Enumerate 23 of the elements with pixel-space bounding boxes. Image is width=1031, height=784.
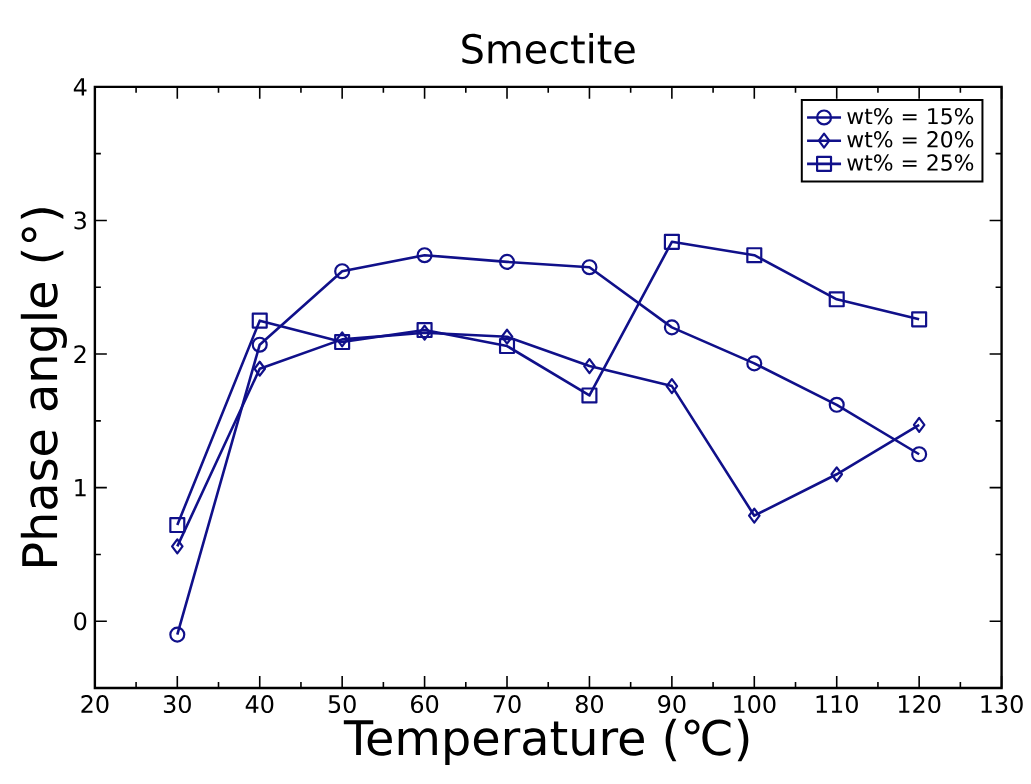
x-tick-label: 90: [658, 695, 686, 714]
x-tick-label: 130: [981, 695, 1023, 714]
x-axis-title: Temperature (℃): [343, 718, 749, 765]
y-tick-label: 4: [73, 78, 87, 96]
legend-label: wt% = 20%: [847, 131, 974, 148]
x-tick-label: 40: [245, 695, 274, 714]
y-tick-label: 0: [74, 612, 87, 631]
x-tick-label: 100: [734, 695, 776, 714]
x-tick-label: 110: [816, 695, 858, 714]
x-tick-label: 20: [81, 695, 109, 714]
x-tick-label: 120: [898, 695, 941, 714]
legend-label: wt% = 25%: [847, 154, 974, 171]
chart-title: Smectite: [462, 33, 635, 64]
x-tick-label: 30: [163, 695, 191, 714]
y-tick-label: 3: [74, 211, 86, 230]
x-tick-label: 80: [575, 695, 604, 714]
y-tick-label: 2: [74, 345, 86, 363]
x-tick-label: 50: [328, 695, 356, 714]
x-tick-label: 70: [493, 695, 521, 714]
y-axis-title: Phase angle (°): [20, 208, 67, 567]
legend-label: wt% = 15%: [847, 107, 974, 125]
x-tick-label: 60: [411, 695, 439, 714]
y-tick-label: 1: [75, 478, 86, 497]
